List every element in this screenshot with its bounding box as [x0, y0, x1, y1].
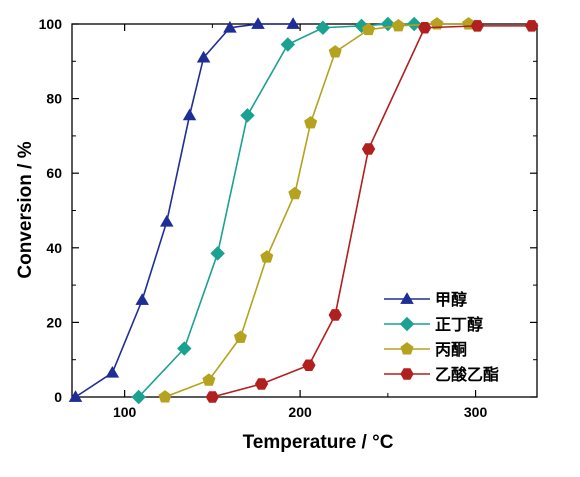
data-point-1-4 [280, 37, 296, 52]
legend-label-1: 正丁醇 [435, 315, 483, 334]
data-point-3-2 [302, 359, 316, 372]
data-point-0-1 [105, 365, 120, 378]
legend-marker-2 [400, 342, 414, 355]
data-point-3-1 [254, 378, 269, 390]
y-tick-label-80: 80 [46, 91, 62, 107]
series-line-1 [138, 23, 415, 398]
y-tick-label-20: 20 [46, 314, 62, 330]
data-point-2-9 [430, 17, 444, 30]
series-line-2 [164, 23, 469, 398]
legend-label-3: 乙酸乙酯 [435, 365, 499, 384]
series-3 [205, 20, 539, 403]
x-tick-label-200: 200 [288, 404, 312, 420]
data-point-1-8 [406, 16, 422, 32]
ticks: 100 200 300 0 20 40 60 80 100 [39, 16, 537, 420]
data-point-2-7 [362, 22, 376, 36]
y-tick-label-60: 60 [46, 165, 62, 181]
data-point-0-2 [135, 293, 149, 305]
data-point-0-7 [251, 17, 265, 29]
data-point-3-5 [418, 21, 432, 34]
legend-label-0: 甲醇 [435, 290, 467, 309]
data-point-3-4 [361, 143, 376, 155]
y-tick-label-0: 0 [54, 389, 62, 405]
data-point-2-3 [260, 250, 274, 263]
data-point-0-4 [182, 108, 197, 121]
series-line-3 [212, 25, 532, 398]
y-tick-label-40: 40 [46, 240, 62, 256]
data-point-2-1 [202, 373, 216, 386]
data-point-1-1 [177, 341, 192, 356]
series-1 [131, 16, 422, 405]
y-axis-title: Conversion / % [15, 141, 36, 278]
data-point-3-6 [470, 20, 484, 32]
x-tick-label-300: 300 [464, 404, 488, 420]
series-lines [68, 16, 539, 405]
data-point-3-3 [328, 309, 342, 321]
data-point-1-2 [210, 246, 225, 261]
series-0 [68, 17, 300, 402]
series-line-0 [75, 23, 294, 398]
data-point-2-6 [328, 45, 342, 58]
data-point-2-4 [288, 186, 302, 200]
series-2 [158, 17, 476, 403]
plot-frame [71, 23, 538, 398]
data-point-0-3 [160, 214, 174, 227]
data-point-1-3 [240, 108, 255, 123]
data-point-0-8 [286, 17, 300, 29]
data-point-0-5 [196, 50, 211, 63]
legend-marker-3 [400, 368, 414, 380]
data-point-2-8 [391, 18, 405, 32]
data-point-0-0 [68, 390, 83, 402]
data-point-0-6 [223, 20, 237, 33]
data-point-2-2 [233, 330, 247, 343]
data-point-3-0 [205, 391, 220, 403]
y-tick-label-100: 100 [39, 16, 63, 32]
data-point-2-5 [304, 115, 318, 129]
axes [71, 23, 538, 398]
data-point-3-7 [525, 20, 539, 32]
data-point-2-0 [158, 390, 172, 403]
legend-marker-0 [400, 292, 414, 304]
data-point-1-0 [131, 389, 146, 405]
legend-marker-1 [399, 316, 415, 332]
x-tick-label-100: 100 [113, 404, 137, 420]
x-axis-title: Temperature / °C [243, 432, 394, 453]
data-point-1-5 [315, 20, 331, 35]
legend-label-2: 丙酮 [435, 340, 467, 359]
